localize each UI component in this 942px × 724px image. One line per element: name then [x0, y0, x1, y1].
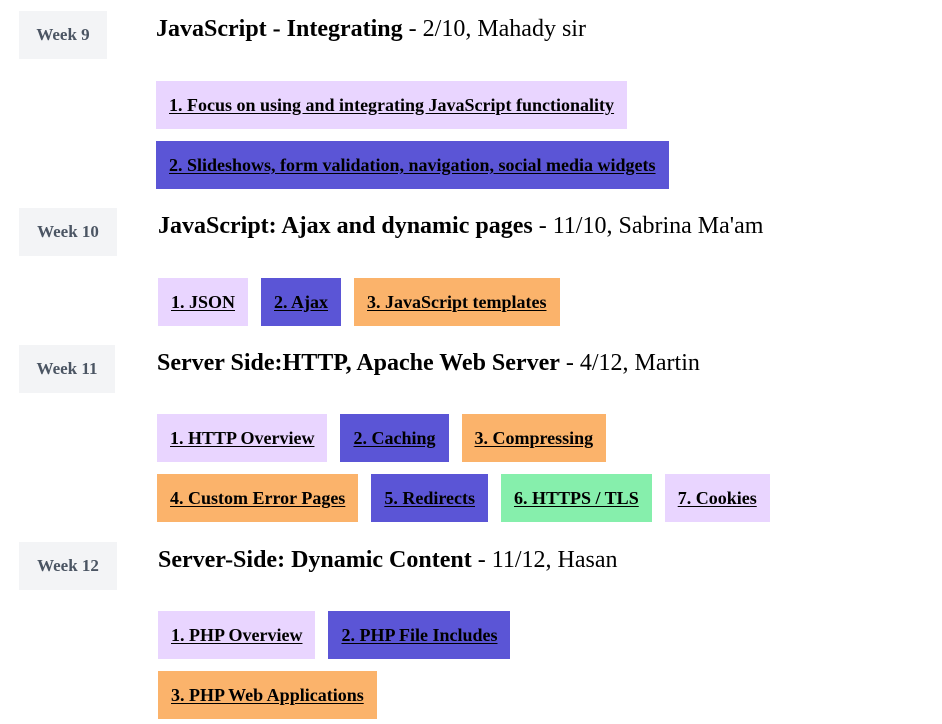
week-badge: Week 9	[19, 11, 107, 59]
topic-row: 3. PHP Web Applications	[158, 671, 377, 719]
course-info: - 4/12, Martin	[559, 350, 700, 376]
week-title: JavaScript: Ajax and dynamic pages - 11/…	[158, 211, 763, 241]
week-badge: Week 12	[19, 542, 117, 590]
topic-link[interactable]: 2. Ajax	[261, 278, 342, 326]
topic-link[interactable]: 2. Caching	[340, 414, 449, 462]
topic-row: 1. PHP Overview 2. PHP File Includes	[158, 611, 511, 659]
course-info: - 11/12, Hasan	[471, 547, 618, 573]
topic-link[interactable]: 1. PHP Overview	[158, 611, 316, 659]
topic-row: 1. Focus on using and integrating JavaSc…	[156, 81, 628, 129]
week-title: JavaScript - Integrating - 2/10, Mahady …	[156, 14, 586, 44]
topic-link[interactable]: 5. Redirects	[371, 474, 488, 522]
topic-link[interactable]: 2. Slideshows, form validation, navigati…	[156, 141, 669, 189]
topic-link[interactable]: 3. PHP Web Applications	[158, 671, 377, 719]
week-title: Server Side:HTTP, Apache Web Server - 4/…	[157, 348, 700, 378]
week-badge: Week 11	[19, 345, 115, 393]
topic-link[interactable]: 3. Compressing	[461, 414, 607, 462]
week-title: Server-Side: Dynamic Content - 11/12, Ha…	[158, 545, 617, 575]
course-info: - 11/10, Sabrina Ma'am	[532, 213, 764, 239]
week-badge: Week 10	[19, 208, 117, 256]
course-info: - 2/10, Mahady sir	[402, 16, 586, 42]
course-title: JavaScript - Integrating	[156, 16, 403, 42]
topic-row: 1. HTTP Overview 2. Caching 3. Compressi…	[157, 414, 607, 462]
topic-link[interactable]: 1. HTTP Overview	[157, 414, 328, 462]
topic-row: 1. JSON 2. Ajax 3. JavaScript templates	[158, 278, 560, 326]
topic-row: 4. Custom Error Pages 5. Redirects 6. HT…	[157, 474, 770, 522]
topic-row: 2. Slideshows, form validation, navigati…	[156, 141, 669, 189]
topic-link[interactable]: 1. Focus on using and integrating JavaSc…	[156, 81, 628, 129]
topic-link[interactable]: 2. PHP File Includes	[328, 611, 511, 659]
course-title: Server-Side: Dynamic Content	[158, 547, 472, 573]
course-title: Server Side:HTTP, Apache Web Server	[157, 350, 560, 376]
course-title: JavaScript: Ajax and dynamic pages	[158, 213, 533, 239]
topic-link[interactable]: 4. Custom Error Pages	[157, 474, 359, 522]
topic-link[interactable]: 6. HTTPS / TLS	[500, 474, 652, 522]
topic-link[interactable]: 1. JSON	[158, 278, 249, 326]
topic-link[interactable]: 3. JavaScript templates	[354, 278, 560, 326]
topic-link[interactable]: 7. Cookies	[664, 474, 770, 522]
